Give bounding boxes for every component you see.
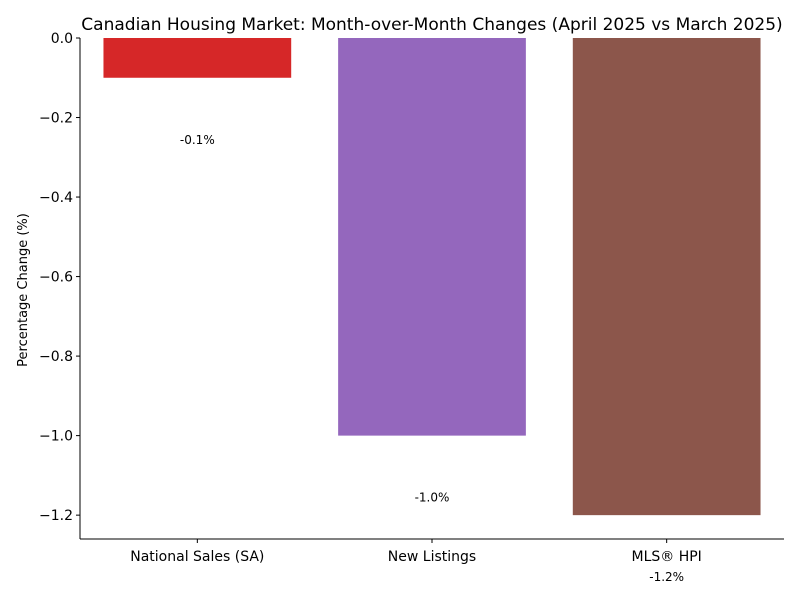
y-tick-label: −0.8 (39, 349, 73, 365)
y-tick-label: −0.2 (39, 111, 73, 127)
x-tick-label: National Sales (SA) (130, 549, 264, 565)
data-label: -1.2% (649, 570, 684, 584)
plot-area: 0.0 −0.2 −0.4 −0.6 −0.8 −1.0 −1.2 National Sale… (39, 31, 784, 584)
x-tick-label: New Listings (388, 549, 476, 565)
y-axis-label: Percentage Change (%) (16, 213, 31, 367)
bar-0 (103, 38, 292, 78)
bar-2 (572, 38, 761, 516)
data-label: -0.1% (180, 133, 215, 147)
y-tick-label: −0.6 (39, 270, 73, 286)
y-tick-label: 0.0 (51, 31, 73, 47)
y-tick-label: −0.4 (39, 190, 73, 206)
bar-1 (338, 38, 526, 436)
y-tick-label: −1.0 (39, 429, 73, 445)
x-tick-label: MLS® HPI (632, 549, 702, 565)
data-label: -1.0% (415, 491, 450, 505)
chart-title: Canadian Housing Market: Month-over-Mont… (81, 15, 782, 35)
y-tick-label: −1.2 (39, 508, 73, 524)
